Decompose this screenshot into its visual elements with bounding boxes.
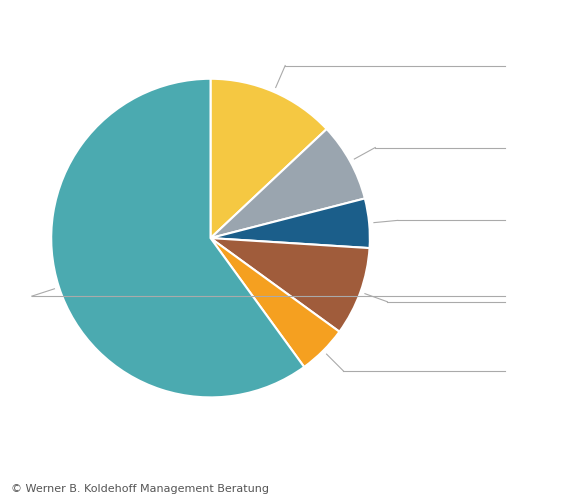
Wedge shape (211, 238, 369, 332)
Wedge shape (51, 79, 304, 397)
Wedge shape (211, 129, 365, 238)
Wedge shape (211, 79, 327, 238)
Text: © Werner B. Koldehoff Management Beratung: © Werner B. Koldehoff Management Beratun… (11, 484, 269, 494)
Wedge shape (211, 198, 370, 248)
Wedge shape (211, 238, 340, 367)
